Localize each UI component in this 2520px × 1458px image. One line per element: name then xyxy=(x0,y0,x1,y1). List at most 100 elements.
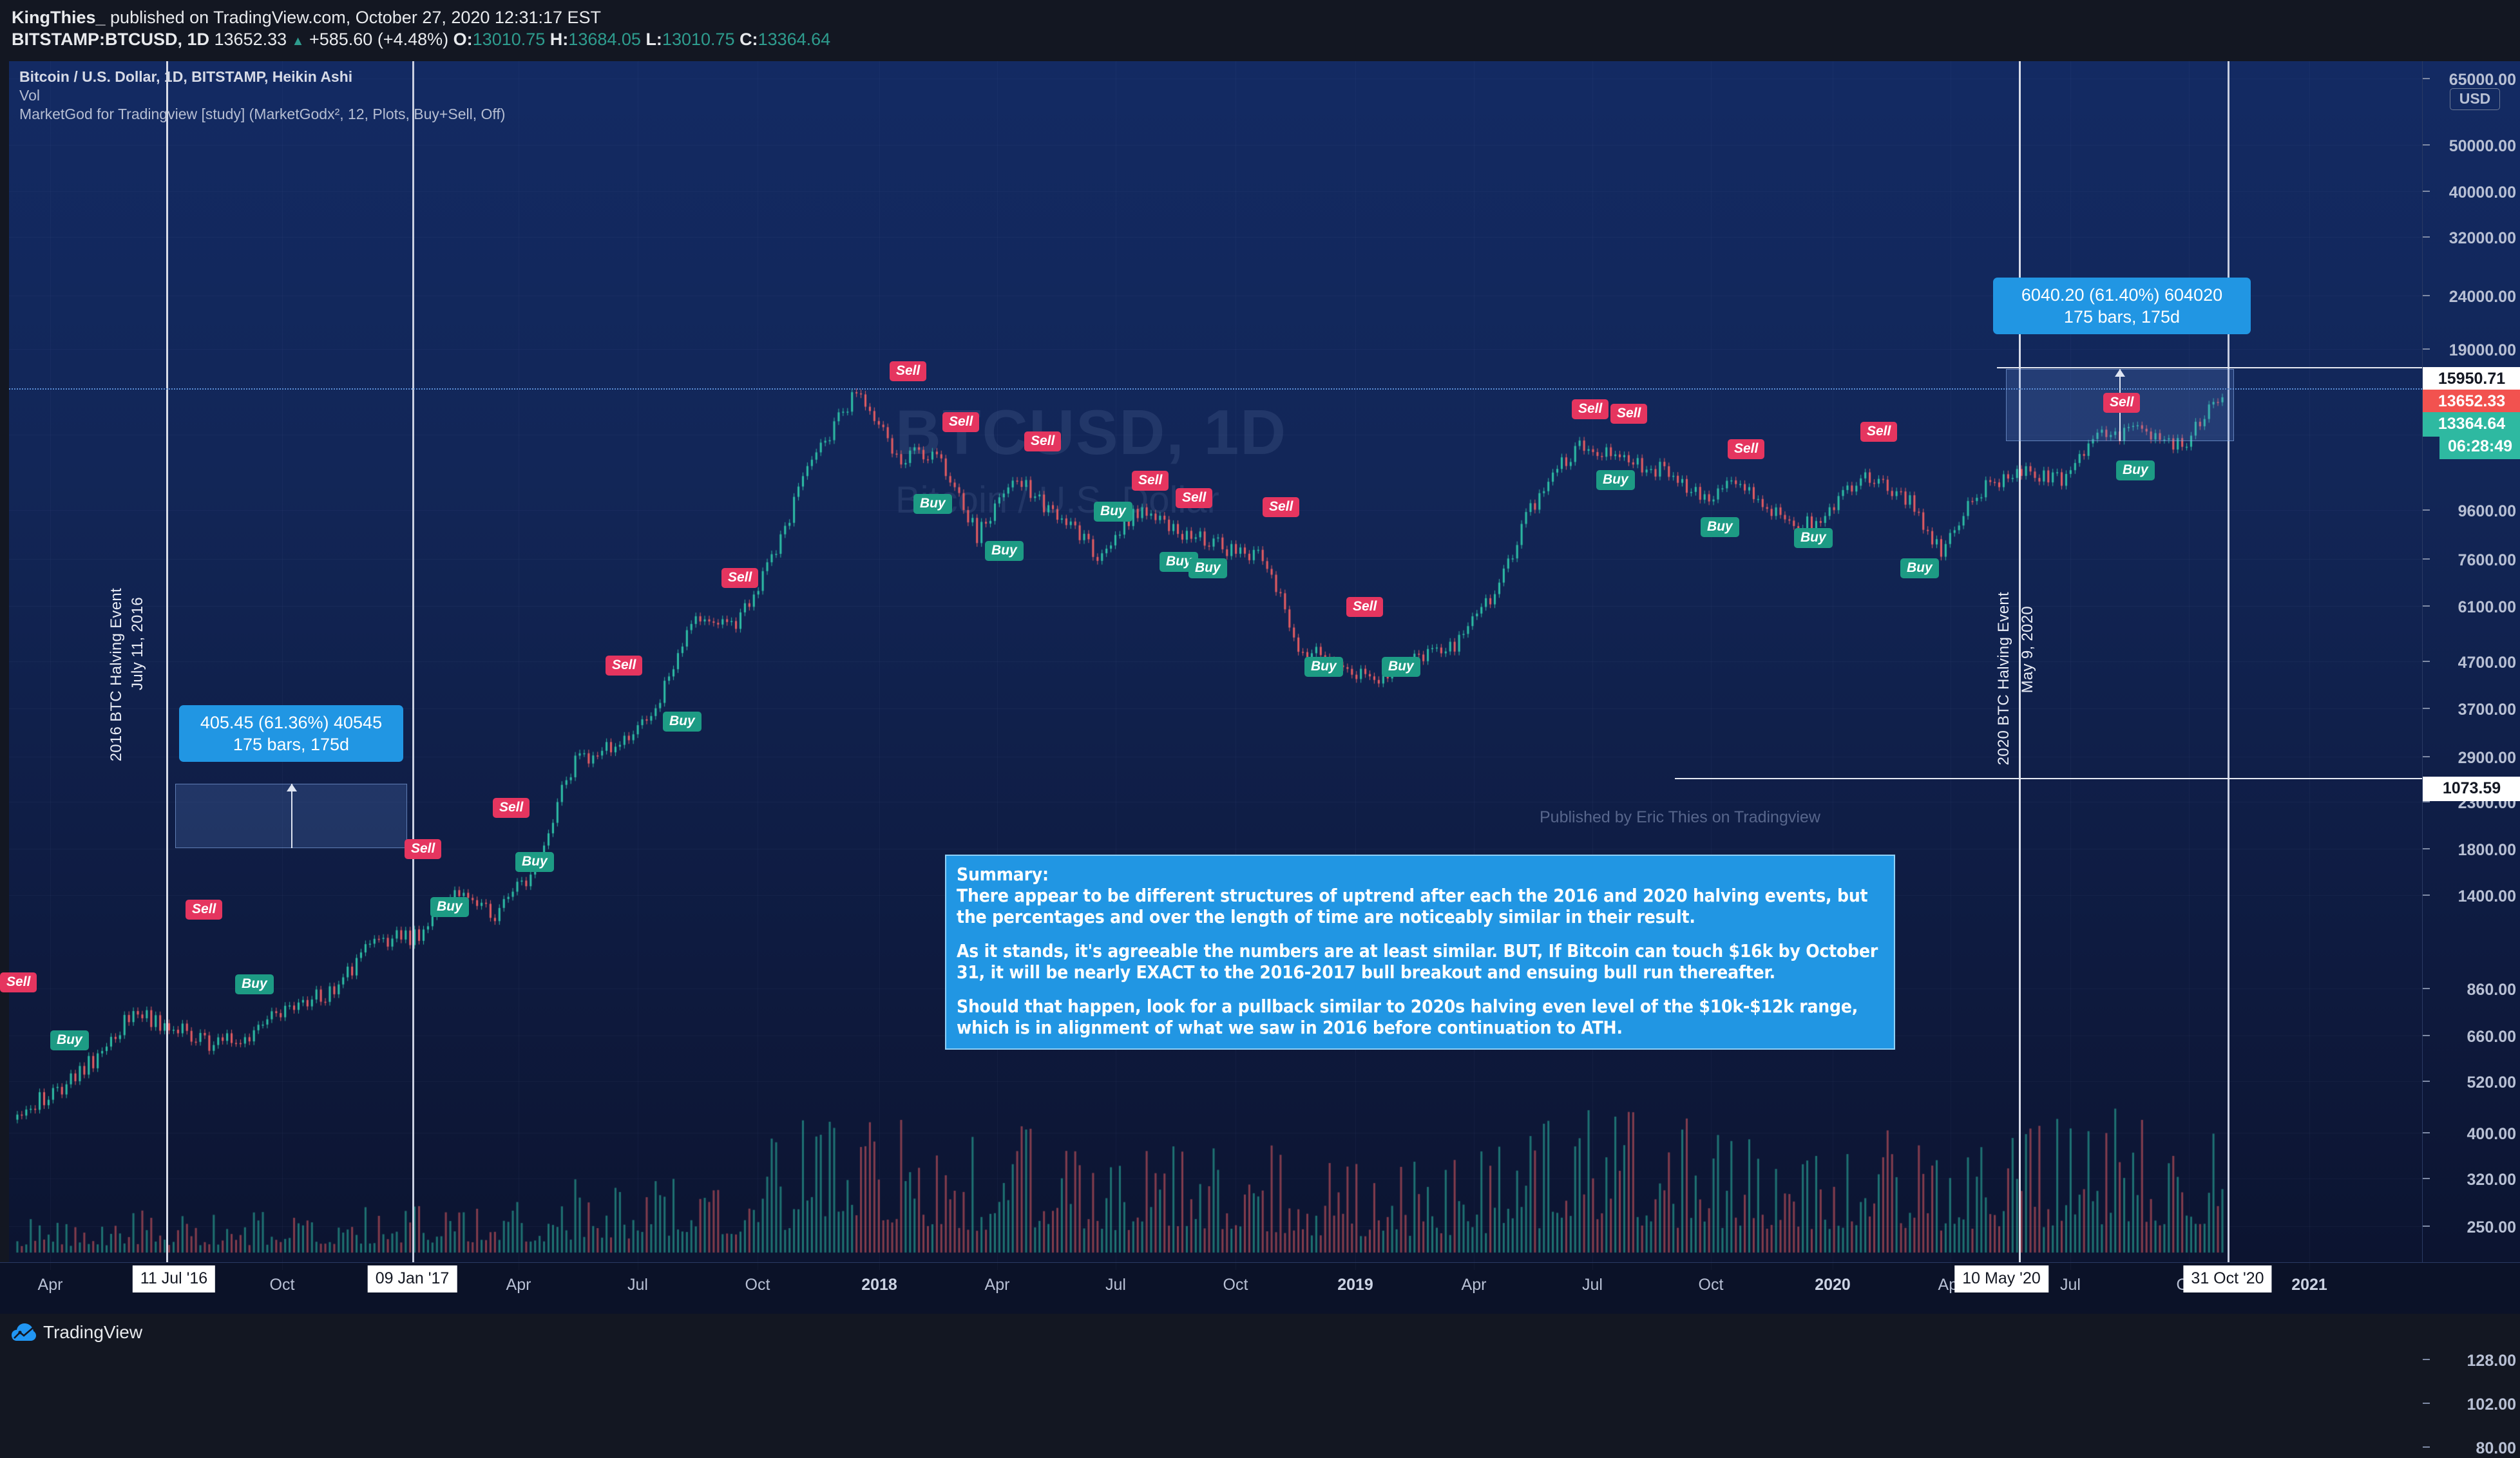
close-price-badge[interactable]: 13364.64 xyxy=(2423,412,2520,437)
sell-signal-label[interactable]: Sell xyxy=(1024,431,1062,451)
legend-volume-line[interactable]: Vol xyxy=(19,87,40,104)
price-tick-mark xyxy=(2423,1132,2430,1133)
level-high-badge[interactable]: 15950.71 xyxy=(2423,367,2520,392)
level-line-1073[interactable] xyxy=(1675,778,2422,779)
summary-annotation-box[interactable]: Summary: There appear to be different st… xyxy=(945,855,1895,1050)
measure-2016-line1: 405.45 (61.36%) 40545 xyxy=(200,713,383,732)
sell-signal-label[interactable]: Sell xyxy=(1263,497,1300,517)
sell-signal-label[interactable]: Sell xyxy=(721,568,759,588)
price-tick-mark xyxy=(2423,848,2430,849)
price-tick-label: 6100.00 xyxy=(2458,598,2516,616)
measure-2016-line2: 175 bars, 175d xyxy=(233,735,350,754)
date-badge-target-2020[interactable]: 31 Oct '20 xyxy=(2183,1265,2272,1292)
buy-signal-label[interactable]: Buy xyxy=(1382,657,1420,677)
price-tick-label: 65000.00 xyxy=(2448,71,2516,89)
measure-tooltip-2020[interactable]: 6040.20 (61.40%) 604020 175 bars, 175d xyxy=(1993,278,2251,334)
close-value: 13364.64 xyxy=(758,30,831,49)
price-tick-label: 520.00 xyxy=(2467,1074,2516,1092)
sell-signal-label[interactable]: Sell xyxy=(606,656,643,676)
sell-signal-label[interactable]: Sell xyxy=(1728,439,1765,459)
measure-tooltip-2016[interactable]: 405.45 (61.36%) 40545 175 bars, 175d xyxy=(179,705,403,762)
price-change: +585.60 (+4.48%) xyxy=(309,30,449,49)
sell-signal-label[interactable]: Sell xyxy=(1610,404,1648,424)
sell-signal-label[interactable]: Sell xyxy=(1132,471,1169,491)
price-tick-mark xyxy=(2423,144,2430,146)
buy-signal-label[interactable]: Buy xyxy=(235,974,274,994)
sell-signal-label[interactable]: Sell xyxy=(2103,393,2141,413)
tradingview-logo[interactable]: TradingView xyxy=(12,1322,142,1343)
price-tick-mark xyxy=(2423,295,2430,296)
date-badge-halving-2016[interactable]: 11 Jul '16 xyxy=(132,1265,216,1292)
target-2020-vertical-line[interactable] xyxy=(2228,61,2229,1262)
halving-2020-vertical-line[interactable] xyxy=(2019,61,2021,1262)
halving-2016-vertical-line[interactable] xyxy=(166,61,168,1262)
buy-signal-label[interactable]: Buy xyxy=(663,712,702,732)
sell-signal-label[interactable]: Sell xyxy=(1346,597,1384,617)
buy-signal-label[interactable]: Buy xyxy=(1701,517,1739,537)
time-axis[interactable]: Apr Oct Apr Jul Oct 2018 Apr Jul Oct 2019 Apr Jul Oc… xyxy=(0,1262,2520,1314)
buy-signal-label[interactable]: Buy xyxy=(1188,558,1227,578)
time-tick-label: Apr xyxy=(984,1276,1010,1294)
countdown-badge[interactable]: 06:28:49 xyxy=(2439,435,2520,459)
halving-2016-label-line2: July 11, 2016 xyxy=(129,597,146,690)
buy-signal-label[interactable]: Buy xyxy=(913,494,952,514)
sell-signal-label[interactable]: Sell xyxy=(1860,422,1898,442)
sell-signal-label[interactable]: Sell xyxy=(1176,488,1213,508)
last-price-badge[interactable]: 13652.33 xyxy=(2423,390,2520,414)
chart-canvas[interactable]: BTCUSD, 1D Bitcoin / U.S. Dollar Publish… xyxy=(0,61,2422,1262)
time-tick-mark xyxy=(879,1263,880,1270)
sell-signal-label[interactable]: Sell xyxy=(0,972,37,992)
triangle-up-icon: ▲ xyxy=(291,34,305,48)
level-low-badge[interactable]: 1073.59 xyxy=(2423,777,2520,801)
price-tick-label: 4700.00 xyxy=(2458,654,2516,672)
level-line-15950[interactable] xyxy=(1997,367,2422,368)
author-name[interactable]: KingThies_ xyxy=(12,8,106,27)
price-tick-mark xyxy=(2423,191,2430,192)
sell-signal-label[interactable]: Sell xyxy=(186,900,223,920)
buy-signal-label[interactable]: Buy xyxy=(50,1030,89,1050)
low-key: L: xyxy=(645,30,662,49)
price-tick-mark xyxy=(2423,1359,2430,1360)
sell-signal-label[interactable]: Sell xyxy=(493,798,530,818)
buy-signal-label[interactable]: Buy xyxy=(1900,558,1939,578)
symbol-quote-line: BITSTAMP:BTCUSD, 1D 13652.33 ▲ +585.60 (… xyxy=(12,28,2520,52)
tradingview-cloud-icon xyxy=(12,1323,36,1341)
price-tick-label: 128.00 xyxy=(2467,1352,2516,1370)
time-tick-mark xyxy=(1474,1263,1475,1270)
time-tick-label: Oct xyxy=(745,1276,770,1294)
price-tick-label: 2900.00 xyxy=(2458,749,2516,767)
buy-signal-label[interactable]: Buy xyxy=(430,897,469,917)
buy-signal-label[interactable]: Buy xyxy=(985,541,1024,561)
time-tick-label: 2020 xyxy=(1815,1276,1851,1294)
publication-byline: KingThies_ published on TradingView.com,… xyxy=(12,6,2520,28)
price-tick-mark xyxy=(2423,988,2430,989)
time-tick-label: Jul xyxy=(1582,1276,1603,1294)
buy-signal-label[interactable]: Buy xyxy=(1596,470,1635,490)
time-tick-label: 2019 xyxy=(1337,1276,1373,1294)
price-tick-label: 32000.00 xyxy=(2448,229,2516,247)
volume-histogram xyxy=(0,61,2422,1262)
sell-signal-label[interactable]: Sell xyxy=(405,839,442,859)
price-tick-mark xyxy=(2423,661,2430,662)
price-tick-label: 250.00 xyxy=(2467,1218,2516,1236)
sell-signal-label[interactable]: Sell xyxy=(942,412,980,432)
date-badge-breakout-2017[interactable]: 09 Jan '17 xyxy=(367,1265,457,1292)
sell-signal-label[interactable]: Sell xyxy=(890,361,927,381)
price-axis[interactable]: 65000.00 50000.00 40000.00 32000.00 24000.00… xyxy=(2422,61,2520,1457)
price-tick-label: 19000.00 xyxy=(2448,341,2516,359)
currency-chip[interactable]: USD xyxy=(2450,88,2500,110)
time-tick-mark xyxy=(1355,1263,1356,1270)
buy-signal-label[interactable]: Buy xyxy=(1794,528,1833,548)
date-badge-halving-2020[interactable]: 10 May '20 xyxy=(1954,1265,2048,1292)
buy-signal-label[interactable]: Buy xyxy=(1094,502,1132,522)
buy-signal-label[interactable]: Buy xyxy=(1304,657,1343,677)
legend-study-line[interactable]: MarketGod for Tradingview [study] (Marke… xyxy=(19,106,506,122)
sell-signal-label[interactable]: Sell xyxy=(1572,399,1609,419)
breakout-2017-vertical-line[interactable] xyxy=(412,61,414,1262)
buy-signal-label[interactable]: Buy xyxy=(515,852,554,872)
halving-2020-label-line2: May 9, 2020 xyxy=(2019,606,2036,694)
symbol-ticker[interactable]: BITSTAMP:BTCUSD, 1D xyxy=(12,30,209,49)
legend-symbol-line[interactable]: Bitcoin / U.S. Dollar, 1D, BITSTAMP, Hei… xyxy=(19,68,353,85)
time-tick-mark xyxy=(50,1263,51,1270)
buy-signal-label[interactable]: Buy xyxy=(2116,460,2155,480)
